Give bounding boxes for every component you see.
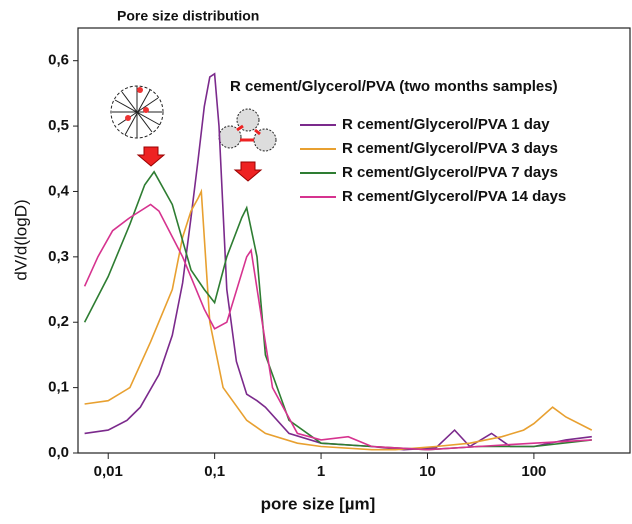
x-tick-label: 10 bbox=[419, 463, 436, 480]
series-line bbox=[83, 203, 592, 451]
series-line bbox=[84, 72, 592, 451]
arrow-icon bbox=[136, 146, 166, 167]
y-tick-label: 0,2 bbox=[48, 313, 69, 330]
y-tick-label: 0,5 bbox=[48, 117, 69, 134]
arrow-icon bbox=[233, 161, 263, 182]
plot-frame bbox=[77, 27, 631, 454]
legend-label: R cement/Glycerol/PVA 14 days bbox=[342, 188, 566, 205]
y-tick-label: 0,0 bbox=[48, 444, 69, 461]
y-tick-label: 0,3 bbox=[48, 248, 69, 265]
icon-particles bbox=[218, 108, 277, 152]
y-tick-label: 0,4 bbox=[48, 182, 70, 199]
y-tick-label: 0,6 bbox=[48, 52, 69, 69]
legend-label: R cement/Glycerol/PVA 1 day bbox=[342, 116, 550, 133]
x-tick-label: 100 bbox=[521, 463, 546, 480]
y-axis-label: dV/d(logD) bbox=[11, 199, 30, 280]
x-axis-label: pore size [µm] bbox=[261, 494, 376, 513]
chart-title: Pore size distribution bbox=[117, 8, 259, 24]
x-tick-label: 0,01 bbox=[94, 463, 123, 480]
x-tick-label: 0,1 bbox=[204, 463, 225, 480]
x-tick-label: 1 bbox=[317, 463, 325, 480]
legend-title: R cement/Glycerol/PVA (two months sample… bbox=[230, 78, 558, 95]
y-tick-label: 0,1 bbox=[48, 379, 69, 396]
series-line bbox=[84, 188, 593, 451]
icon-network bbox=[110, 85, 164, 139]
legend-label: R cement/Glycerol/PVA 7 days bbox=[342, 164, 558, 181]
legend-label: R cement/Glycerol/PVA 3 days bbox=[342, 140, 558, 157]
